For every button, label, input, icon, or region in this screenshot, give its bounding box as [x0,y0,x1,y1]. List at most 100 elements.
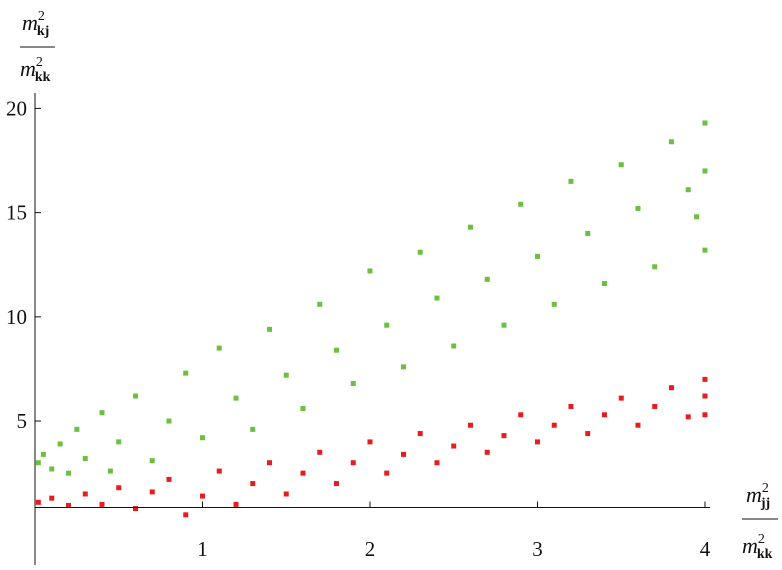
point [266,326,272,332]
point [400,364,406,370]
point [400,451,406,457]
point [333,347,339,353]
point [601,412,607,418]
point [384,470,390,476]
point [233,501,239,507]
point [702,247,708,253]
point [166,476,172,482]
label-sub: jj [760,496,770,511]
point [266,460,272,466]
y-label-numerator: m2 kj [22,9,49,39]
point [367,439,373,445]
point [434,460,440,466]
point [82,491,88,497]
point [82,456,88,462]
point [283,491,289,497]
point [250,426,256,432]
point [451,343,457,349]
point [40,451,46,457]
point [501,322,507,328]
point [49,466,55,472]
y-label-denominator: m2 kk [20,55,51,85]
label-base: m [20,56,36,81]
point [635,422,641,428]
label-sub: kk [35,70,51,85]
point [35,460,41,466]
point [534,253,540,259]
point [65,470,71,476]
point [65,502,71,508]
point [585,431,591,437]
point [702,376,708,382]
point [652,264,658,270]
point [116,485,122,491]
label-sup: 2 [38,9,45,24]
point [149,489,155,495]
point [702,120,708,126]
label-sup: 2 [36,55,43,70]
point [551,301,557,307]
point [417,249,423,255]
label-base: m [22,10,38,35]
point [183,512,189,518]
point [132,393,138,399]
point [518,412,524,418]
point [652,403,658,409]
point [199,435,205,441]
x-label-denominator: m2 kk [742,532,773,562]
point [467,224,473,230]
x-tick-label: 4 [700,537,711,561]
point [668,385,674,391]
point [551,422,557,428]
point [74,426,80,432]
y-tick-label: 15 [6,201,27,225]
point [300,470,306,476]
x-label-numerator: m2 jj [746,481,770,511]
point [568,178,574,184]
point [601,280,607,286]
point [417,431,423,437]
point [183,370,189,376]
y-tick-label: 20 [6,96,27,120]
point [384,322,390,328]
point [702,412,708,418]
point [317,449,323,455]
point [99,410,105,416]
x-axis-label: m2 jj m2 kk [742,481,778,562]
point [685,187,691,193]
point [434,295,440,301]
point [57,441,63,447]
point [283,372,289,378]
label-sub: kj [37,24,49,39]
label-sup: 2 [758,532,765,547]
x-tick-label: 3 [532,537,543,561]
x-tick-label: 1 [197,537,208,561]
label-base: m [746,482,762,507]
point [132,506,138,512]
y-tick-label: 10 [6,305,27,329]
point [568,403,574,409]
y-tick-label: 5 [17,409,28,433]
point [317,301,323,307]
point [35,499,41,505]
point [635,205,641,211]
point [484,449,490,455]
point [49,495,55,501]
point [694,214,700,220]
point [451,443,457,449]
point [216,345,222,351]
label-base: m [742,533,758,558]
point [233,395,239,401]
point [618,162,624,168]
point [250,481,256,487]
point [99,501,105,507]
point [467,422,473,428]
x-tick-label: 2 [365,537,376,561]
point [107,468,113,474]
point [166,418,172,424]
point [501,433,507,439]
point [199,493,205,499]
point [367,268,373,274]
point [116,439,122,445]
